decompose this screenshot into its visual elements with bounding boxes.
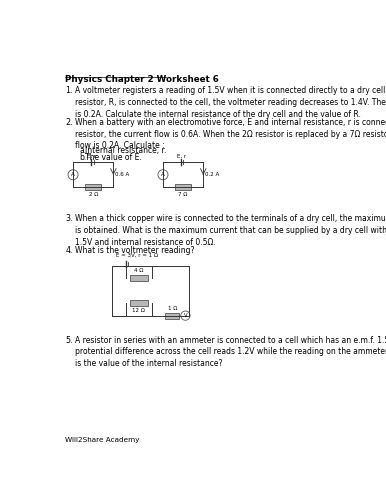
Text: 4 Ω: 4 Ω bbox=[134, 268, 144, 274]
Text: A voltmeter registers a reading of 1.5V when it is connected directly to a dry c: A voltmeter registers a reading of 1.5V … bbox=[74, 86, 386, 119]
Text: A: A bbox=[161, 172, 165, 177]
Text: V: V bbox=[184, 313, 187, 318]
Text: 2.: 2. bbox=[65, 118, 73, 126]
Text: 5.: 5. bbox=[65, 336, 73, 344]
Text: b.: b. bbox=[79, 153, 86, 162]
Bar bbox=[130, 275, 148, 281]
Text: What is the voltmeter reading?: What is the voltmeter reading? bbox=[74, 246, 194, 256]
Bar bbox=[165, 312, 179, 318]
Text: 1.: 1. bbox=[65, 86, 73, 95]
Text: 4.: 4. bbox=[65, 246, 73, 256]
Text: A resistor in series with an ammeter is connected to a cell which has an e.m.f. : A resistor in series with an ammeter is … bbox=[74, 336, 386, 368]
Bar bbox=[175, 184, 191, 190]
Text: Internal resistance, r.: Internal resistance, r. bbox=[85, 146, 167, 155]
Text: 12 Ω: 12 Ω bbox=[132, 308, 146, 312]
Text: 7 Ω: 7 Ω bbox=[178, 192, 188, 196]
Text: 0.2 A: 0.2 A bbox=[205, 172, 219, 177]
Text: 2 Ω: 2 Ω bbox=[88, 192, 98, 196]
Bar bbox=[130, 300, 148, 306]
Text: a.: a. bbox=[79, 146, 86, 155]
Text: 0.6 A: 0.6 A bbox=[115, 172, 129, 177]
Text: E, r: E, r bbox=[177, 154, 186, 158]
Circle shape bbox=[68, 170, 78, 179]
Circle shape bbox=[158, 170, 168, 179]
Text: The value of E.: The value of E. bbox=[85, 153, 142, 162]
Text: 1 Ω: 1 Ω bbox=[168, 306, 178, 311]
Text: E = 3V, r = 1 Ω: E = 3V, r = 1 Ω bbox=[117, 253, 158, 258]
Text: A: A bbox=[71, 172, 75, 177]
Text: Physics Chapter 2 Worksheet 6: Physics Chapter 2 Worksheet 6 bbox=[65, 76, 219, 84]
Text: When a thick copper wire is connected to the terminals of a dry cell, the maximu: When a thick copper wire is connected to… bbox=[74, 214, 386, 246]
Bar bbox=[85, 184, 101, 190]
Text: E, r: E, r bbox=[87, 154, 96, 158]
Text: Will2Share Academy: Will2Share Academy bbox=[65, 438, 140, 444]
Text: When a battery with an electromotive force, E and internal resistance, r is conn: When a battery with an electromotive for… bbox=[74, 118, 386, 150]
Text: 3.: 3. bbox=[65, 214, 73, 223]
Circle shape bbox=[181, 311, 190, 320]
